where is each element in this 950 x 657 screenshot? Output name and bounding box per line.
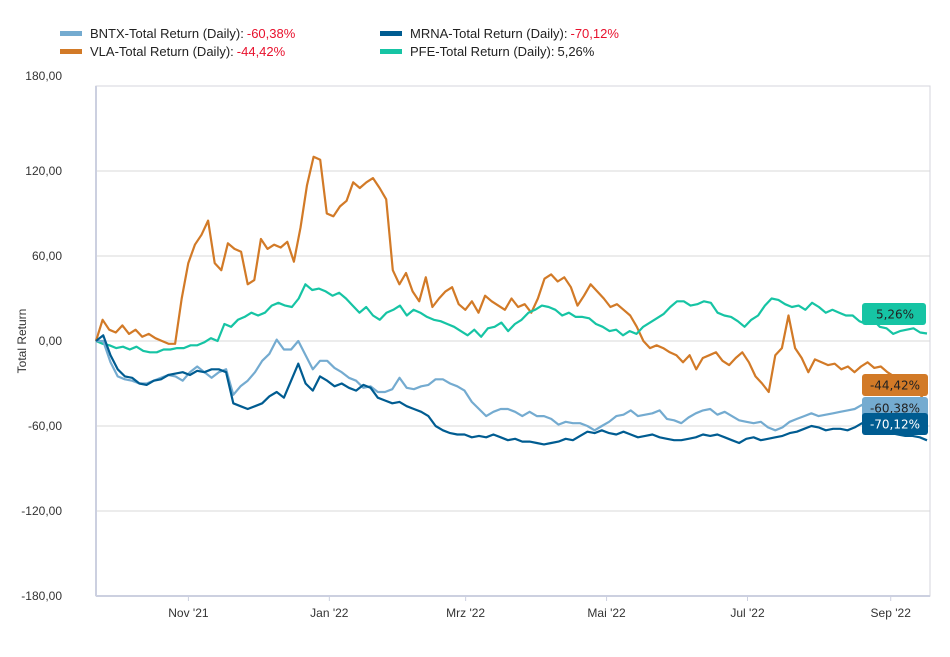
- x-tick-label: Sep '22: [871, 606, 912, 620]
- y-tick-label: -60,00: [28, 419, 62, 433]
- legend-label: PFE-Total Return (Daily):: [410, 44, 555, 59]
- series-line-vla[interactable]: [94, 155, 928, 405]
- legend-item-pfe[interactable]: PFE-Total Return (Daily): 5,26%: [380, 44, 594, 59]
- legend-label: MRNA-Total Return (Daily):: [410, 26, 568, 41]
- x-tick-label: Mrz '22: [446, 606, 485, 620]
- x-tick-label: Jan '22: [310, 606, 349, 620]
- legend-item-bntx[interactable]: BNTX-Total Return (Daily): -60,38%: [60, 26, 295, 41]
- legend-value: -70,12%: [570, 26, 619, 41]
- end-label-mrna: -70,12%: [862, 413, 928, 435]
- x-tick-label: Nov '21: [168, 606, 209, 620]
- legend-item-mrna[interactable]: MRNA-Total Return (Daily): -70,12%: [380, 26, 619, 41]
- x-tick-label: Mai '22: [587, 606, 626, 620]
- svg-text:-44,42%: -44,42%: [870, 379, 920, 393]
- end-label-pfe: 5,26%: [862, 303, 926, 325]
- y-tick-label: -180,00: [21, 589, 62, 603]
- y-tick-label: 60,00: [32, 249, 62, 263]
- series-lines: [94, 155, 928, 446]
- legend-value: -60,38%: [246, 26, 296, 41]
- y-tick-label: 180,00: [25, 69, 62, 83]
- svg-text:-60,38%: -60,38%: [870, 402, 920, 416]
- legend-value: -44,42%: [236, 44, 286, 59]
- legend-item-vla[interactable]: VLA-Total Return (Daily): -44,42%: [60, 44, 285, 59]
- y-tick-label: 120,00: [25, 164, 62, 178]
- legend-swatch-mrna: [380, 31, 402, 36]
- x-tick-label: Jul '22: [730, 606, 765, 620]
- legend-label: BNTX-Total Return (Daily):: [90, 26, 244, 41]
- chart-legend: BNTX-Total Return (Daily): -60,38% VLA-T…: [60, 26, 760, 66]
- series-line-bntx[interactable]: [96, 338, 928, 432]
- series-line-pfe[interactable]: [95, 283, 928, 354]
- series-line-mrna[interactable]: [95, 334, 928, 446]
- y-tick-label: 0,00: [39, 334, 63, 348]
- y-axis: 180,00 120,00 60,00 0,00 -60,00 -120,00 -180,0…: [21, 69, 62, 603]
- legend-swatch-pfe: [380, 49, 402, 54]
- grid: [95, 85, 931, 597]
- svg-text:-70,12%: -70,12%: [870, 418, 920, 432]
- end-labels: 5,26% -44,42% -60,38% -70,12%: [862, 303, 928, 435]
- x-axis: Nov '21 Jan '22 Mrz '22 Mai '22 Jul '22 Sep '…: [168, 596, 911, 620]
- y-tick-label: -120,00: [21, 504, 62, 518]
- legend-value: 5,26%: [557, 44, 595, 59]
- legend-swatch-bntx: [60, 31, 82, 36]
- y-axis-title: Total Return: [15, 309, 29, 374]
- svg-text:5,26%: 5,26%: [876, 308, 914, 322]
- end-label-vla: -44,42%: [862, 374, 928, 396]
- legend-label: VLA-Total Return (Daily):: [90, 44, 234, 59]
- legend-swatch-vla: [60, 49, 82, 54]
